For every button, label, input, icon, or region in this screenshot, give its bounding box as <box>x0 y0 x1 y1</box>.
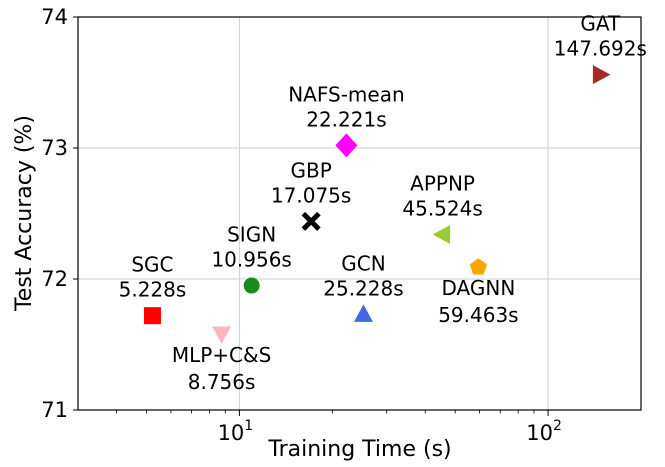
grid-layer <box>78 17 641 410</box>
point-label-time: 17.075s <box>271 183 351 207</box>
point-label-time: 45.524s <box>402 196 482 220</box>
point-label-name: SIGN <box>227 223 276 247</box>
marker-gat <box>592 65 611 85</box>
x-tick-exponent: 2 <box>553 418 562 434</box>
y-tick-label: 74 <box>41 5 68 29</box>
point-label-time: 8.756s <box>188 370 256 394</box>
points-layer <box>143 65 611 344</box>
marker-dagnn <box>469 258 487 275</box>
point-label-time: 22.221s <box>306 107 386 131</box>
point-label-name: SGC <box>131 253 173 277</box>
y-axis-label: Test Accuracy (%) <box>12 115 37 312</box>
point-label-time: 59.463s <box>438 303 518 327</box>
point-label-name: GCN <box>341 251 385 275</box>
point-label-name: GBP <box>290 158 331 182</box>
point-label-name: MLP+C&S <box>172 343 271 367</box>
y-tick-label: 73 <box>41 136 68 160</box>
marker-sgc <box>143 307 161 325</box>
point-label-name: NAFS-mean <box>288 82 404 106</box>
marker-gcn <box>354 304 373 322</box>
x-axis-label: Training Time (s) <box>267 437 451 462</box>
marker-sign <box>243 277 260 294</box>
point-label-time: 5.228s <box>119 278 187 302</box>
point-label-time: 25.228s <box>323 276 403 300</box>
point-label-name: DAGNN <box>441 276 515 300</box>
point-label-name: APPNP <box>410 171 475 195</box>
x-tick-exponent: 1 <box>244 418 253 434</box>
marker-gbp <box>301 211 321 231</box>
y-tick-label: 71 <box>41 398 68 422</box>
marker-mlp-c-s <box>212 326 232 344</box>
marker-nafs-mean <box>335 133 358 158</box>
point-label-name: GAT <box>580 12 621 36</box>
plot-frame <box>77 16 642 411</box>
point-label-time: 10.956s <box>211 248 291 272</box>
point-label-time: 147.692s <box>554 37 647 61</box>
y-tick-label: 72 <box>41 267 68 291</box>
marker-appnp <box>432 225 451 244</box>
